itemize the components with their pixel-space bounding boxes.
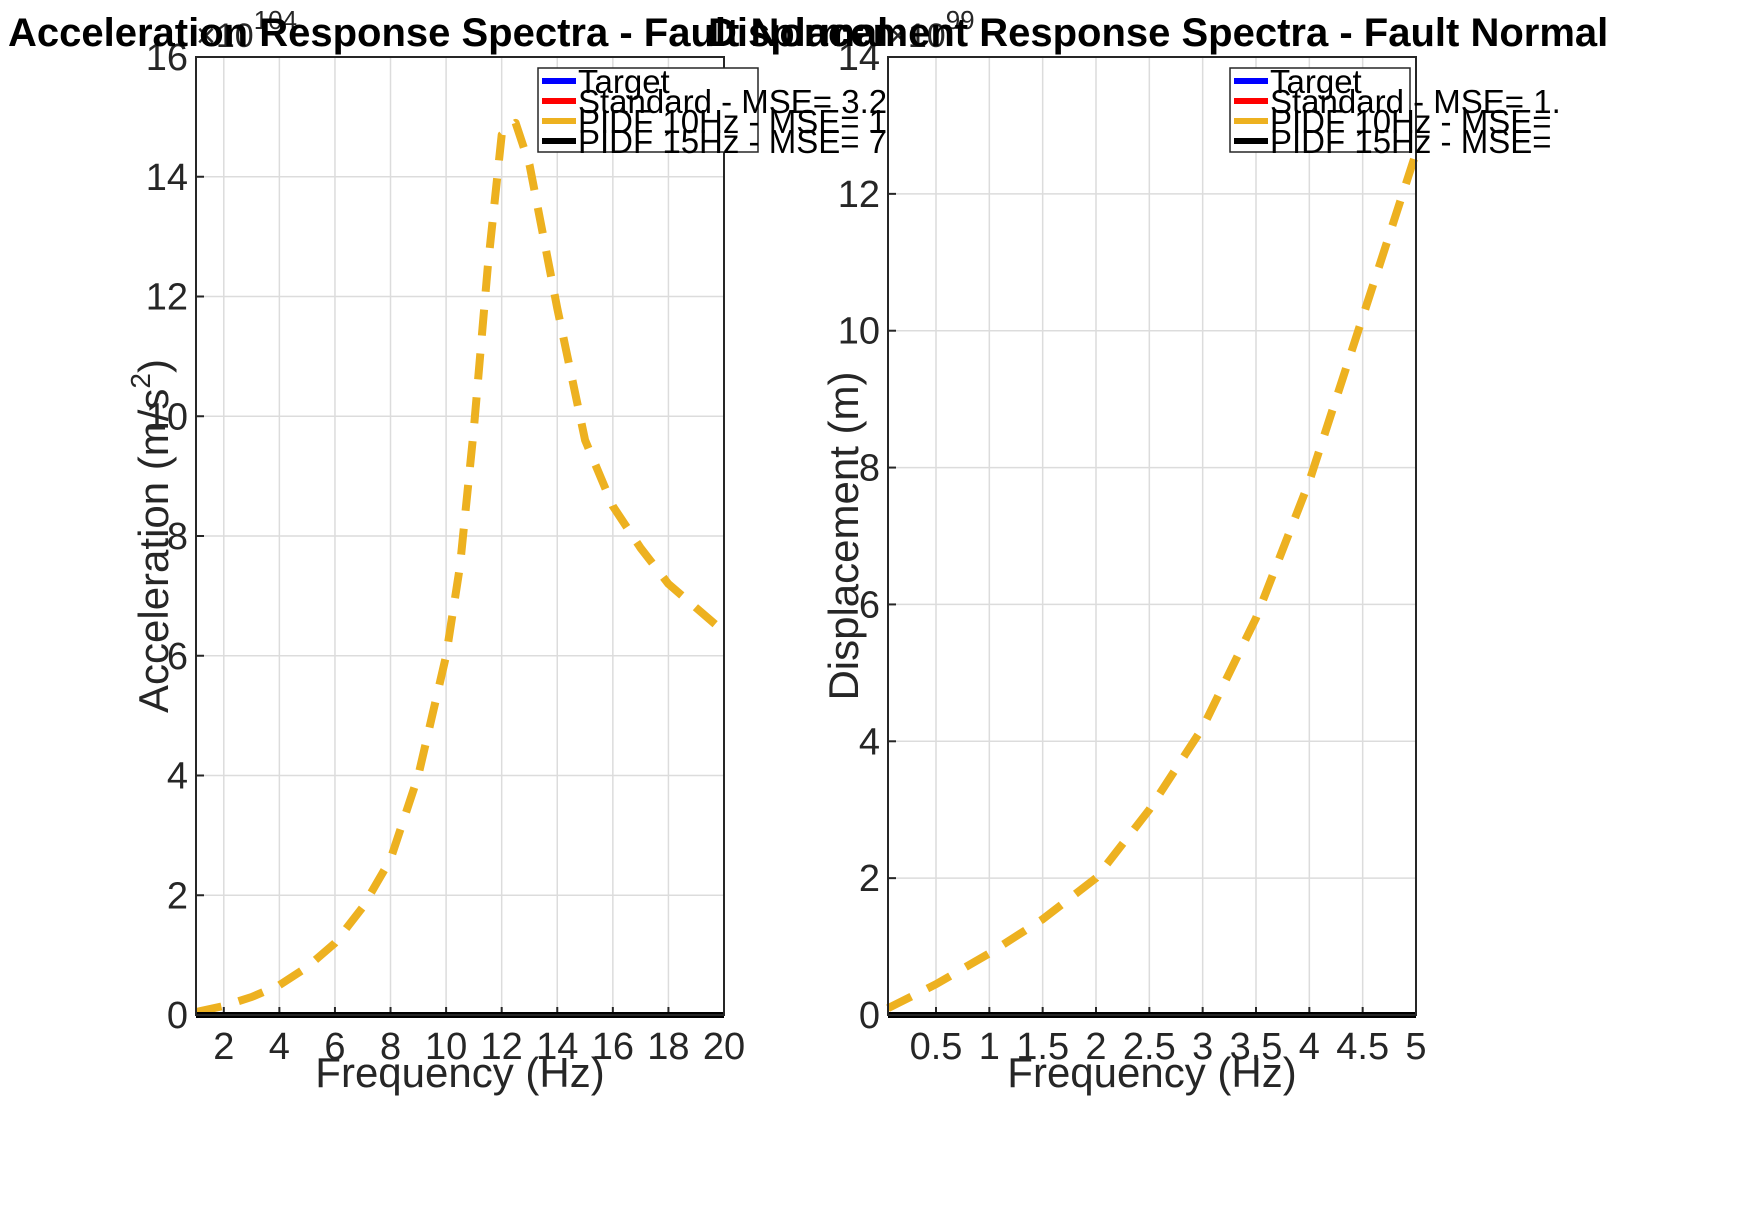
x-tick-label: 8 bbox=[380, 1026, 401, 1068]
x-tick-label: 3.5 bbox=[1230, 1026, 1283, 1068]
y-tick-label: 6 bbox=[859, 584, 880, 626]
y-tick-label: 14 bbox=[146, 157, 188, 199]
x-tick-labels: 2 4 6 8 10 12 14 16 18 20 bbox=[213, 1026, 745, 1068]
x-axis-label: Frequency (Hz) bbox=[1007, 1049, 1296, 1096]
y-axis-label: Displacement (m) bbox=[820, 371, 867, 700]
y-tick-label: 10 bbox=[146, 396, 188, 438]
x-tick-label: 4.5 bbox=[1336, 1026, 1389, 1068]
x-axis-label: Frequency (Hz) bbox=[315, 1049, 604, 1096]
legend-entry: Target bbox=[1270, 63, 1362, 100]
x-tick-label: 16 bbox=[592, 1026, 634, 1068]
legend-entry: PIDF 10Hz - MSE= 1 bbox=[578, 103, 887, 140]
x-tick-label: 4 bbox=[269, 1026, 290, 1068]
y-tick-label: 2 bbox=[167, 875, 188, 917]
y-axis-label: Acceleration (m/s2) bbox=[125, 359, 177, 713]
legend-entry: PIDF 10Hz - MSE= bbox=[1270, 103, 1551, 140]
x-tick-label: 18 bbox=[647, 1026, 689, 1068]
y-tick-label: 14 bbox=[838, 37, 880, 79]
y-tick-label: 4 bbox=[859, 721, 880, 763]
legend-entry: Standard - MSE= 3.2 bbox=[578, 83, 887, 120]
x-tick-labels: 0.5 1 1.5 2 2.5 3 3.5 4 4.5 5 bbox=[910, 1026, 1427, 1068]
legend-entry: Target bbox=[578, 63, 670, 100]
x-tick-label: 20 bbox=[703, 1026, 745, 1068]
x-tick-label: 2 bbox=[213, 1026, 234, 1068]
x-tick-label: 1.5 bbox=[1016, 1026, 1069, 1068]
y-tick-label: 10 bbox=[838, 311, 880, 353]
y-tick-label: 8 bbox=[859, 448, 880, 490]
y-tick-label: 8 bbox=[167, 516, 188, 558]
x-tick-label: 3 bbox=[1192, 1026, 1213, 1068]
y-tick-labels: 0 2 4 6 8 10 12 14 16 bbox=[146, 37, 188, 1037]
x-tick-label: 12 bbox=[481, 1026, 523, 1068]
x-tick-label: 0.5 bbox=[910, 1026, 963, 1068]
y-tick-label: 12 bbox=[146, 277, 188, 319]
plot-area bbox=[195, 56, 725, 1016]
chart-title: Displacement Response Spectra - Fault No… bbox=[708, 11, 1608, 55]
y-tick-label: 0 bbox=[859, 995, 880, 1037]
y-tick-label: 6 bbox=[167, 636, 188, 678]
x-tick-label: 6 bbox=[324, 1026, 345, 1068]
x-tick-label: 2.5 bbox=[1123, 1026, 1176, 1068]
series-line-3 bbox=[195, 118, 727, 1016]
chart-title: Acceleration Response Spectra - Fault No… bbox=[8, 11, 888, 55]
y-tick-labels: 0 2 4 6 8 10 12 14 bbox=[838, 37, 880, 1037]
displacement-chart: 0.5 1 1.5 2 2.5 3 3.5 4 4.5 5 0 2 4 6 8 10 12 14 Frequen… bbox=[708, 5, 1608, 1096]
legend-entry: Standard - MSE= 1. bbox=[1270, 83, 1561, 120]
y-tick-label: 12 bbox=[838, 174, 880, 216]
y-exponent-label: ×10104 bbox=[196, 5, 297, 55]
y-exponent-label: ×1099 bbox=[888, 5, 975, 55]
legend-entry: PIDF 15Hz - MSE= bbox=[1270, 123, 1551, 160]
x-tick-label: 1 bbox=[979, 1026, 1000, 1068]
x-tick-label: 10 bbox=[425, 1026, 467, 1068]
y-tick-label: 2 bbox=[859, 858, 880, 900]
x-tick-label: 5 bbox=[1405, 1026, 1426, 1068]
y-tick-label: 16 bbox=[146, 37, 188, 79]
x-tick-label: 4 bbox=[1299, 1026, 1320, 1068]
y-tick-label: 0 bbox=[167, 995, 188, 1037]
y-tick-label: 4 bbox=[167, 756, 188, 798]
series-line-3 bbox=[886, 151, 1420, 1012]
x-tick-label: 2 bbox=[1085, 1026, 1106, 1068]
x-tick-label: 14 bbox=[536, 1026, 578, 1068]
legend-entry: PIDF 15Hz - MSE= 7 bbox=[578, 123, 887, 160]
plot-area bbox=[887, 56, 1417, 1016]
